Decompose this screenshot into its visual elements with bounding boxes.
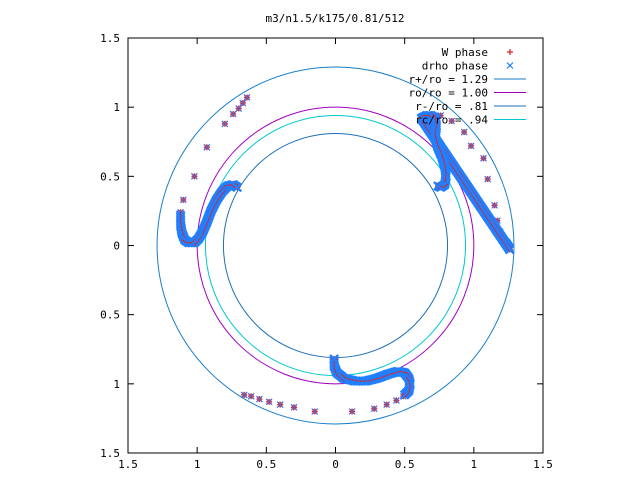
y-tick-label: 0 [113,240,120,253]
y-tick-label: 0.5 [100,170,120,183]
legend-label: r-/ro = .81 [415,100,488,113]
drho-phase-point [329,354,339,364]
data-point [480,154,487,162]
overlap-marker [494,218,500,224]
overlap-marker [230,111,236,117]
overlap-marker [492,202,498,208]
data-point [311,408,319,415]
circles-layer [156,66,515,425]
drho-phase-point [232,182,243,193]
data-point [276,401,284,409]
x-tick-label: 0.5 [256,458,276,471]
data-point [392,397,400,404]
data-point [229,110,237,118]
legend-marker [506,62,514,69]
legend-label: W phase [442,46,488,59]
overlap-marker [244,94,250,100]
data-point [348,408,356,415]
data-point [235,105,243,112]
overlap-marker [291,404,297,410]
x-tick-label: 1.5 [533,458,553,471]
y-tick-label: 1 [113,378,120,391]
overlap-marker [241,392,247,398]
chart-title: m3/n1.5/k175/0.81/512 [265,12,404,25]
overlap-marker [461,129,467,135]
data-point [491,201,499,209]
overlap-marker [191,173,197,179]
data-point [255,395,263,403]
legend-marker [507,49,513,55]
points-layer [175,94,515,415]
overlap-marker [236,106,242,112]
overlap-marker [371,406,377,412]
overlap-marker [240,100,246,106]
data-point [467,142,475,150]
ticks-layer: 1.5 1 0.5 0 0.5 1 1.51.510.500.511.5 [100,32,553,471]
data-point [232,182,243,193]
x-tick-label: 1 [471,458,478,471]
x-tick-label: 0 [332,458,339,471]
legend-label: ro/ro = 1.00 [409,87,488,100]
overlap-marker [481,155,487,161]
overlap-marker [438,112,444,118]
overlap-marker [449,118,455,124]
overlap-marker [204,144,210,150]
overlap-marker [393,397,399,403]
data-point [448,117,456,125]
overlap-marker [312,409,318,414]
overlap-marker [277,402,283,408]
data-point [240,391,248,399]
data-point [265,398,273,406]
data-point [460,128,468,136]
y-tick-label: 1.5 [100,447,120,460]
overlap-marker [384,402,390,408]
legend-label: r+/ro = 1.29 [409,73,488,86]
x-tick-label: 1.5 [118,458,138,471]
data-point [370,405,378,413]
data-point [484,175,492,183]
overlap-marker [266,399,272,405]
data-point [239,99,247,107]
data-point [243,94,251,101]
x-tick-label: 1 [194,458,201,471]
overlap-marker [485,176,491,182]
circle-curve [222,132,449,359]
overlap-marker [248,393,254,399]
overlap-marker [256,396,262,402]
circle-curve [156,66,515,425]
x-tick-label: 0.5 [395,458,415,471]
circle-curve [196,106,475,385]
data-point [329,354,339,364]
legend-label: drho phase [422,60,488,73]
legend-label: rc/ro = .94 [415,114,488,127]
data-point [179,196,187,204]
data-point [247,392,255,400]
data-point [383,401,391,409]
data-point [203,143,211,151]
data-point [433,181,443,191]
data-point [221,120,229,128]
y-tick-label: 0.5 [100,309,120,322]
data-point [190,172,198,180]
circle-curve [204,114,467,377]
y-tick-label: 1.5 [100,32,120,45]
overlap-marker [468,143,474,149]
y-tick-label: 1 [113,101,120,114]
overlap-marker [349,409,355,414]
data-point [290,403,298,411]
overlap-marker [222,121,228,127]
overlap-marker [180,197,186,203]
drho-phase-point [433,181,443,191]
